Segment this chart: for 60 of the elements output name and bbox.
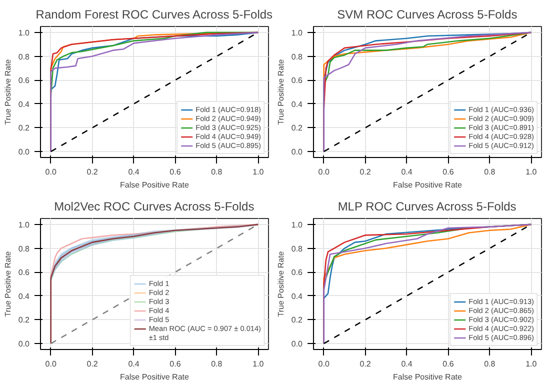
x-tick-label: 0.8: [211, 360, 223, 368]
y-tick-label: 0.4: [291, 100, 304, 109]
y-axis-title: True Positive Rate: [276, 250, 286, 317]
x-tick-label: 0.2: [86, 360, 98, 368]
x-tick-label: 1.0: [526, 360, 538, 368]
y-tick-label: 0.2: [18, 316, 30, 325]
y-tick-label: 0.0: [291, 148, 304, 157]
x-tick-label: 0.8: [211, 168, 223, 176]
y-tick-label: 0.8: [18, 244, 30, 254]
y-tick-label: 0.0: [18, 148, 30, 157]
y-tick-label: 0.6: [291, 76, 304, 86]
y-tick-label: 1.0: [18, 28, 30, 38]
y-tick-label: 0.4: [18, 292, 30, 301]
y-tick-label: 0.6: [18, 268, 30, 278]
x-tick-label: 0.2: [360, 360, 372, 368]
y-tick-label: 0.8: [18, 52, 30, 62]
x-tick-label: 0.0: [45, 168, 57, 176]
y-tick-label: 0.0: [291, 340, 304, 349]
x-tick-label: 1.0: [252, 168, 264, 176]
x-axis-title: False Positive Rate: [120, 180, 190, 190]
chart-title: SVM ROC Curves Across 5-Folds: [337, 8, 518, 22]
x-tick-label: 0.4: [401, 360, 413, 368]
y-axis-title: True Positive Rate: [3, 58, 12, 125]
y-tick-label: 0.2: [18, 124, 30, 133]
x-axis-title: False Positive Rate: [393, 180, 463, 190]
y-tick-label: 1.0: [18, 220, 30, 230]
y-tick-label: 0.2: [291, 316, 304, 325]
x-tick-label: 1.0: [252, 360, 264, 368]
x-axis-title: False Positive Rate: [120, 372, 190, 382]
x-tick-label: 0.0: [318, 360, 330, 368]
y-tick-label: 0.6: [291, 268, 304, 278]
y-tick-label: 0.4: [291, 292, 304, 301]
y-tick-label: 1.0: [291, 220, 304, 230]
chart-title: Random Forest ROC Curves Across 5-Folds: [36, 8, 273, 22]
x-tick-label: 0.2: [360, 168, 372, 176]
x-tick-label: 0.4: [128, 360, 140, 368]
y-axis-title: True Positive Rate: [276, 58, 286, 125]
x-tick-label: 0.4: [128, 168, 140, 176]
x-tick-label: 0.2: [86, 168, 98, 176]
x-tick-label: 0.0: [45, 360, 57, 368]
x-tick-label: 0.6: [442, 360, 454, 368]
y-tick-label: 0.0: [18, 340, 30, 349]
x-tick-label: 0.4: [401, 168, 413, 176]
x-tick-label: 0.0: [318, 168, 330, 176]
y-tick-label: 1.0: [291, 28, 304, 38]
y-tick-label: 0.8: [291, 244, 304, 254]
x-tick-label: 0.8: [484, 168, 496, 176]
x-tick-label: 0.6: [170, 360, 182, 368]
chart-title: Mol2Vec ROC Curves Across 5-Folds: [54, 200, 254, 214]
x-tick-label: 1.0: [526, 168, 538, 176]
chart-title: MLP ROC Curves Across 5-Folds: [338, 200, 516, 214]
y-tick-label: 0.2: [291, 124, 304, 133]
x-tick-label: 0.8: [484, 360, 496, 368]
x-tick-label: 0.6: [170, 168, 182, 176]
x-tick-label: 0.6: [442, 168, 454, 176]
y-tick-label: 0.6: [18, 76, 30, 86]
y-tick-label: 0.8: [291, 52, 304, 62]
x-axis-title: False Positive Rate: [393, 372, 463, 382]
y-axis-title: True Positive Rate: [3, 250, 12, 317]
y-tick-label: 0.4: [18, 100, 30, 109]
